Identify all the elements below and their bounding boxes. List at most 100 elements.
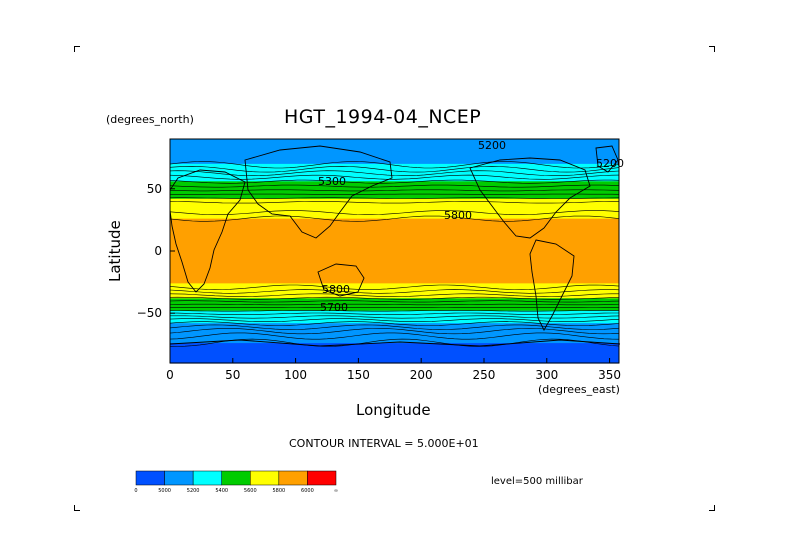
band-strip [170,196,619,200]
level-text: level=500 millibar [491,476,583,487]
band-strip [170,323,619,327]
crop-mark-bottom-left [74,505,80,511]
contour-line [169,170,620,177]
band-strip [170,156,619,160]
contour-line [169,189,620,192]
x-axis-units: (degrees_east) [538,383,620,396]
colorbar-label: 6000 [301,488,314,494]
band-strip [170,268,619,272]
band-strip [170,335,619,339]
colorbar-label: 5600 [244,488,257,494]
band-strip [170,238,619,242]
coastline-north-america [469,157,591,239]
band-strip [170,153,619,158]
band-strip [170,255,619,260]
band-strip [170,288,619,292]
chart-title: HGT_1994-04_NCEP [284,106,482,128]
band-strip [170,241,619,245]
band-strip [170,298,619,302]
filled-bands [170,139,619,364]
coastlines [169,145,621,347]
band-strip [170,193,619,197]
colorbar-label: 5200 [187,488,200,494]
coastline-antarctica [169,339,621,347]
band-strip [170,295,619,299]
band-strip [170,350,619,354]
colorbar-swatch [250,470,280,486]
contour-line [169,296,620,300]
band-strip [170,198,619,202]
crop-mark-bottom-right [709,505,715,511]
band-strip [170,315,619,319]
band-strip [170,320,619,324]
contour-line [169,310,619,312]
contour-line [169,318,620,323]
band-strip [170,248,619,252]
band-strip [170,158,619,162]
contour-label: 5700 [320,301,348,314]
band-strip [170,243,619,247]
band-strip [170,139,619,143]
band-strip [170,300,619,304]
contour-line [169,312,619,315]
band-strip [170,178,619,182]
colorbar-swatch [164,470,194,486]
band-strip [170,168,619,172]
band-strip [170,221,619,225]
crop-mark-top-right [709,46,715,52]
contour-interval-text: CONTOUR INTERVAL = 5.000E+01 [289,437,479,450]
band-strip [170,333,619,337]
colorbar-label: ∞ [334,488,338,494]
band-strip [170,211,619,215]
band-strip [170,253,619,257]
contour-line [169,184,620,188]
contour-line [169,293,619,297]
contour-line [169,284,620,290]
contour-line [169,300,620,303]
band-strip [170,343,619,347]
contour-line [169,165,620,173]
x-tick-label: 200 [410,368,433,382]
band-strip [170,191,619,195]
coastline-greenland [595,145,619,173]
band-strip [170,228,619,232]
band-strip [170,273,619,277]
band-strip [170,355,619,359]
y-axis-ticks: 50 0 −50 [137,182,175,320]
band-strip [170,233,619,237]
band-strip [170,141,619,145]
band-strip [170,278,619,282]
colorbar-swatch [307,470,337,486]
colorbar-label: 5800 [272,488,285,494]
band-strip [170,290,619,294]
band-strip [170,260,619,265]
band-strip [170,360,619,364]
x-tick-label: 0 [166,368,174,382]
band-strip [170,330,619,334]
colorbar-label: 5000 [158,488,171,494]
band-strip [170,275,619,279]
band-strip [170,166,619,170]
band-strip [170,213,619,217]
contour-line [169,174,620,180]
band-strip [170,258,619,262]
band-strip [170,270,619,274]
band-strip [170,186,619,190]
contour-label: 5800 [444,209,472,222]
band-strip [170,148,619,153]
contour-labels: 5200 5300 5800 5800 5700 5200 [318,139,624,314]
contour-line [169,332,620,340]
band-strip [170,236,619,240]
band-strip [170,203,619,207]
coastline-asia [244,145,393,239]
y-tick-label: 50 [147,182,162,196]
x-tick-label: 50 [225,368,240,382]
band-strip [170,246,619,250]
contour-label: 5200 [478,139,506,152]
band-strip [170,171,619,175]
coastline-south-america [529,239,575,331]
x-tick-label: 300 [535,368,558,382]
x-tick-label: 150 [347,368,370,382]
contour-lines [169,161,620,347]
